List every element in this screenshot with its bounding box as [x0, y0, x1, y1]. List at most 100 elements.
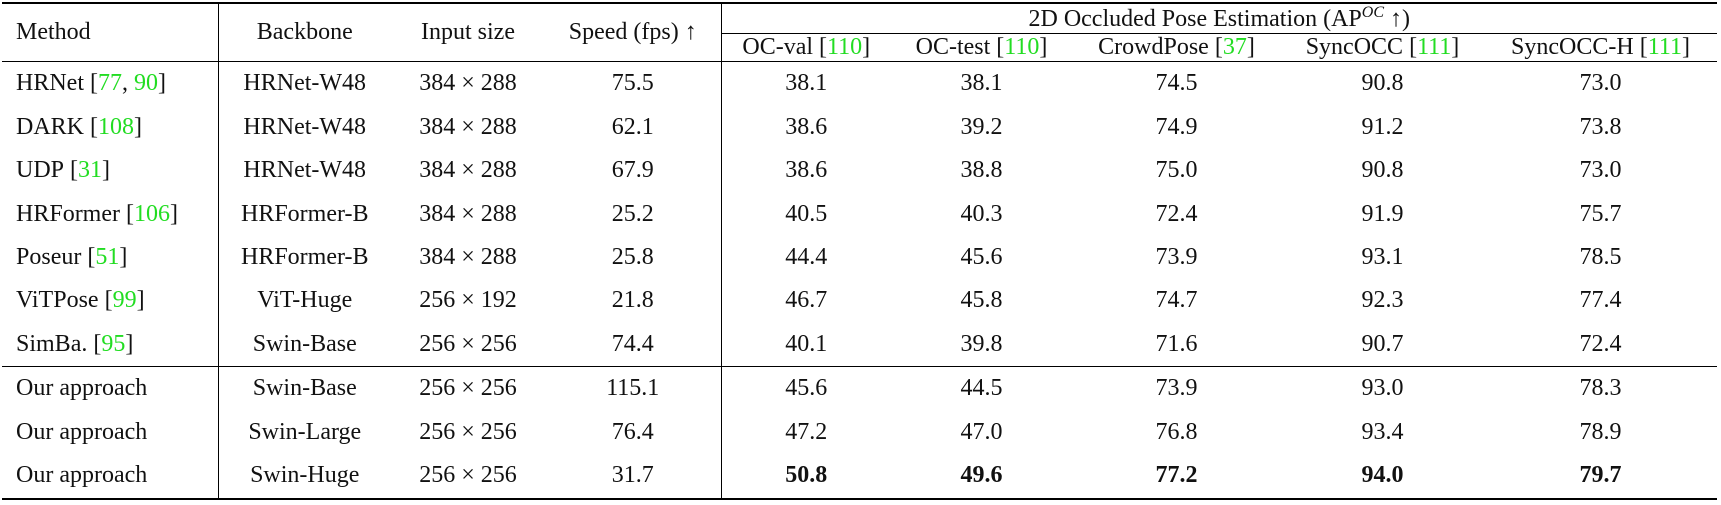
- metric-name: SyncOCC: [1305, 34, 1404, 60]
- metric-cell: 75.7: [1579, 200, 1622, 227]
- citation: [31]: [70, 157, 111, 184]
- citation: [77, 90]: [90, 70, 166, 97]
- metric-cell: 74.5: [1155, 70, 1198, 97]
- metric-cell: 47.0: [960, 418, 1003, 445]
- method-cell: Our approach: [2, 410, 219, 454]
- speed-cell: 76.4: [545, 410, 722, 454]
- table-row: Our approach Swin-Large 256 × 256 76.4 47.2 4…: [2, 410, 1717, 454]
- speed-cell: 25.8: [545, 235, 722, 280]
- metric-cell: 73.0: [1579, 157, 1622, 184]
- speed-cell: 74.4: [545, 322, 722, 368]
- speed-cell: 75.5: [545, 61, 722, 106]
- table-row: DARK [108] HRNet-W48 384 × 288 62.1 38.6 39.2 7…: [2, 105, 1717, 149]
- method-cell: HRFormer [106]: [2, 192, 219, 236]
- metric-cell: 76.8: [1155, 418, 1198, 445]
- citation: [95]: [93, 330, 134, 357]
- speed-cell: 62.1: [545, 105, 722, 149]
- metric-cell: 73.8: [1579, 113, 1622, 140]
- method-cell: Our approach: [2, 453, 219, 499]
- column-header: Method: [2, 3, 219, 62]
- metric-cell: 78.5: [1579, 243, 1622, 270]
- group-end: ↑): [1384, 6, 1411, 32]
- column-header: Backbone: [218, 3, 391, 62]
- citation: [51]: [87, 243, 128, 270]
- metric-cell: 73.0: [1579, 70, 1622, 97]
- method-cell: DARK [108]: [2, 105, 219, 149]
- input-cell: 384 × 288: [419, 200, 517, 227]
- metric-cell: 94.0: [1361, 462, 1404, 489]
- metric-name: SyncOCC-H: [1511, 34, 1634, 60]
- speed-cell: 21.8: [545, 279, 722, 323]
- metric-cell: 38.8: [960, 157, 1003, 184]
- table-row: ViTPose [99] ViT-Huge 256 × 192 21.8 46.7 45.8…: [2, 279, 1717, 323]
- metric-cell: 93.4: [1361, 418, 1404, 445]
- metric-cell: 47.2: [785, 418, 828, 445]
- input-cell: 256 × 256: [391, 322, 545, 368]
- metric-cell: 40.1: [721, 322, 891, 368]
- method-cell: SimBa. [95]: [2, 322, 219, 368]
- input-cell: 256 × 256: [419, 462, 517, 489]
- metric-header: OC-test [110]: [891, 33, 1072, 62]
- metric-cell: 74.9: [1155, 113, 1198, 140]
- method-name: UDP: [16, 157, 65, 184]
- speed-cell: 31.7: [545, 453, 722, 499]
- metric-cell: 50.8: [785, 462, 828, 489]
- speed-cell: 115.1: [545, 366, 722, 411]
- backbone-cell: Swin-Large: [248, 418, 362, 445]
- input-cell: 384 × 288: [419, 243, 517, 270]
- citation: [110]: [996, 34, 1048, 60]
- table-row: Poseur [51] HRFormer-B 384 × 288 25.8 44.4 45.…: [2, 235, 1717, 280]
- metric-cell: 45.6: [785, 375, 828, 402]
- metric-cell: 45.8: [960, 287, 1003, 314]
- group-header: 2D Occluded Pose Estimation (APOC ↑): [721, 3, 1717, 34]
- citation: [99]: [104, 287, 145, 314]
- metric-cell: 39.8: [891, 322, 1072, 368]
- metric-cell: 38.1: [960, 70, 1003, 97]
- method-cell: UDP [31]: [2, 148, 219, 193]
- backbone-cell: HRNet-W48: [243, 113, 367, 140]
- input-cell: 384 × 288: [419, 70, 517, 97]
- column-header: Speed (fps) ↑: [545, 3, 722, 62]
- method-name: SimBa.: [16, 330, 88, 357]
- backbone-cell: Swin-Base: [252, 375, 357, 402]
- backbone-cell: Swin-Huge: [250, 462, 360, 489]
- method-name: Poseur: [16, 243, 82, 270]
- input-cell: 256 × 256: [419, 418, 517, 445]
- metric-cell: 73.9: [1155, 375, 1198, 402]
- metric-cell: 40.3: [960, 200, 1003, 227]
- citation: [37]: [1214, 34, 1255, 60]
- table-row: UDP [31] HRNet-W48 384 × 288 67.9 38.6 38.8 75.…: [2, 148, 1717, 193]
- table-body: HRNet [77, 90] HRNet-W48 384 × 288 75.5 38.1 3…: [2, 61, 1717, 499]
- method-name: Our approach: [16, 375, 148, 402]
- table-row: SimBa. [95] Swin-Base 256 × 256 74.4 40.1 39.8…: [2, 322, 1717, 368]
- metric-cell: 38.6: [785, 157, 828, 184]
- backbone-cell: HRNet-W48: [243, 70, 367, 97]
- column-header: Input size: [391, 3, 545, 62]
- metric-cell: 78.3: [1579, 375, 1622, 402]
- metric-cell: 90.8: [1361, 157, 1404, 184]
- method-cell: HRNet [77, 90]: [2, 61, 219, 106]
- metric-cell: 73.9: [1155, 243, 1198, 270]
- metric-cell: 93.1: [1361, 243, 1404, 270]
- method-name: Our approach: [16, 462, 148, 489]
- method-cell: Poseur [51]: [2, 235, 219, 280]
- backbone-cell: HRFormer-B: [240, 200, 369, 227]
- input-cell: 384 × 288: [419, 113, 517, 140]
- citation: [111]: [1639, 34, 1690, 60]
- metric-cell: 90.8: [1361, 70, 1404, 97]
- header-row: OC-val [110] OC-test [110] CrowdPose [37] Sync…: [2, 33, 1717, 62]
- metric-cell: 77.4: [1579, 287, 1622, 314]
- metric-cell: 38.1: [785, 70, 828, 97]
- metric-cell: 79.7: [1579, 462, 1622, 489]
- speed-cell: 25.2: [545, 192, 722, 236]
- citation: [110]: [819, 34, 871, 60]
- metric-cell: 49.6: [960, 462, 1003, 489]
- table-row: HRFormer [106] HRFormer-B 384 × 288 25.2 40.5…: [2, 192, 1717, 236]
- metric-cell: 71.6: [1072, 322, 1281, 368]
- speed-cell: 67.9: [545, 148, 722, 193]
- backbone-cell: Swin-Base: [218, 322, 391, 368]
- metric-cell: 45.6: [960, 243, 1003, 270]
- metric-cell: 75.0: [1155, 157, 1198, 184]
